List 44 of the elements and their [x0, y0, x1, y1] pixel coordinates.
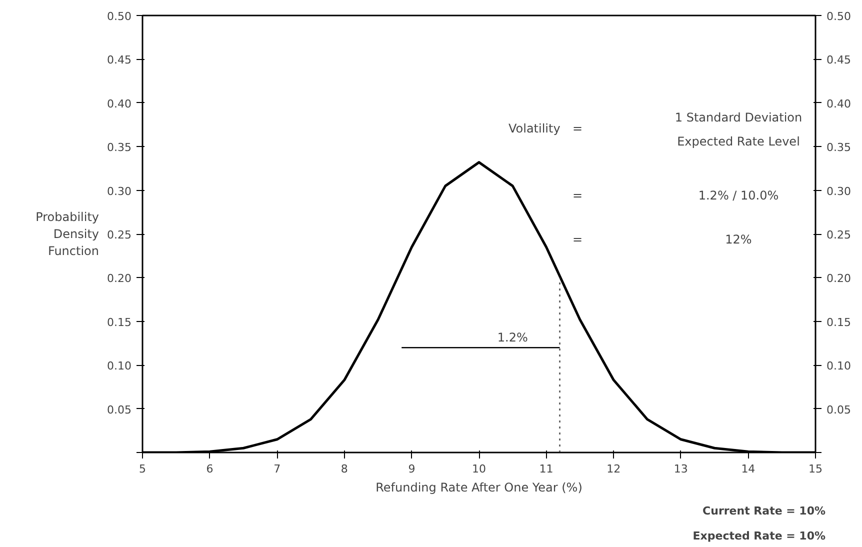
y2-tick-label: 0.10 [826, 360, 851, 373]
y-tick-label: 0.30 [107, 184, 132, 198]
y-tick-label: 0.50 [107, 10, 132, 23]
annotation: 1.2% / 10.0% [698, 188, 779, 202]
y-tick-label: 0.45 [107, 54, 132, 67]
y-tick-label: 0.10 [107, 360, 132, 373]
annotation: Expected Rate Level [677, 134, 800, 148]
x-tick-label: 7 [274, 462, 281, 476]
annotation: = [572, 232, 583, 246]
y2-tick-label: 0.20 [826, 272, 851, 286]
x-tick-label: 6 [206, 462, 214, 476]
x-tick-label: 15 [808, 462, 822, 476]
y-tick-label: 0.35 [107, 141, 132, 154]
annotation: = [572, 122, 583, 136]
x-tick-label: 14 [741, 462, 756, 476]
y-tick-label: 0.40 [107, 97, 132, 110]
x-tick-label: 10 [472, 462, 486, 476]
y2-tick-label: 0.25 [826, 228, 851, 242]
x-tick-label: 11 [539, 462, 554, 476]
y2-tick-label: 0.15 [826, 316, 851, 329]
y-tick-label: 0.25 [107, 228, 132, 242]
annotation: 1 Standard Deviation [674, 110, 802, 124]
y-tick-label: 0.05 [107, 403, 132, 416]
y2-tick-label: 0.05 [826, 403, 851, 416]
x-tick-label: 5 [139, 462, 146, 476]
x-tick-label: 8 [340, 462, 348, 476]
y-tick-label: 0.20 [107, 272, 132, 286]
y2-tick-label: 0.50 [826, 10, 851, 23]
x-tick-label: 13 [674, 462, 688, 476]
annotation: = [572, 188, 583, 202]
y-tick-label: 0.15 [107, 316, 132, 329]
x-tick-label: 9 [408, 462, 416, 476]
y2-tick-label: 0.40 [826, 97, 851, 110]
text: Expected Rate = 10% [692, 530, 826, 542]
text: Current Rate = 10% [702, 504, 826, 518]
y2-tick-label: 0.45 [826, 54, 851, 67]
annotation: Volatility [508, 122, 560, 136]
x-tick-label: 12 [606, 462, 621, 476]
y-axis-title: Probability Density Function [36, 210, 100, 258]
y2-tick-label: 0.35 [826, 141, 851, 154]
annotation: 1.2% [497, 330, 528, 345]
annotation: 12% [725, 232, 752, 246]
y2-tick-label: 0.30 [826, 184, 851, 198]
x-axis-title: Refunding Rate After One Year (%) [376, 480, 582, 494]
